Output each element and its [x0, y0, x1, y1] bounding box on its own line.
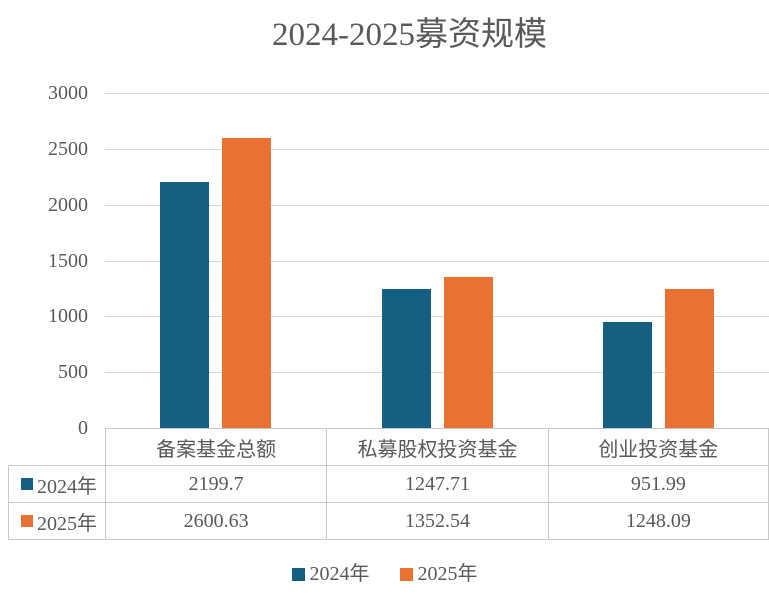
data-table: 备案基金总额 私募股权投资基金 创业投资基金 2024年 2199.7 1247.71 95…: [8, 428, 769, 540]
legend-item-1[interactable]: 2025年: [399, 560, 478, 588]
bar-series1-cat2[interactable]: [665, 289, 714, 428]
gridline: [105, 372, 769, 373]
chart-title: 2024-2025募资规模: [272, 17, 547, 53]
y-axis: 0 500 1000 1500 2000 2500 3000: [0, 0, 88, 604]
table-category-header: 私募股权投资基金: [326, 428, 548, 465]
legend-item-0[interactable]: 2024年: [291, 560, 370, 588]
series-key-icon: [21, 478, 33, 490]
table-value-cell: 951.99: [547, 465, 769, 502]
table-value-cell: 2199.7: [105, 465, 327, 502]
gridline: [105, 93, 769, 94]
table-value-cell: 1247.71: [326, 465, 548, 502]
y-tick-label: 3000: [48, 82, 88, 104]
series-key-icon: [21, 515, 33, 527]
table-series-label: 2024年: [8, 465, 105, 502]
series-name: 2025年: [37, 512, 97, 535]
table-value-cell: 1352.54: [326, 502, 548, 540]
gridline: [105, 149, 769, 150]
y-tick-label: 2000: [48, 194, 88, 216]
table-series-label: 2025年: [8, 502, 105, 540]
table-corner-cell: [8, 428, 105, 465]
y-tick-label: 1000: [48, 305, 88, 327]
bar-series0-cat2[interactable]: [603, 322, 652, 428]
gridline: [105, 316, 769, 317]
legend-key-icon: [291, 567, 305, 581]
bar-series0-cat1[interactable]: [382, 289, 431, 428]
legend: 2024年 2025年: [0, 560, 769, 588]
bar-series0-cat0[interactable]: [160, 182, 209, 428]
legend-key-icon: [399, 567, 413, 581]
table-value-cell: 2600.63: [105, 502, 327, 540]
y-tick-label: 0: [78, 417, 88, 439]
table-category-header: 备案基金总额: [105, 428, 327, 465]
gridline: [105, 205, 769, 206]
y-tick-label: 2500: [48, 138, 88, 160]
legend-label: 2024年: [309, 563, 370, 585]
legend-label: 2025年: [417, 563, 478, 585]
table-value-cell: 1248.09: [547, 502, 769, 540]
y-tick-label: 500: [58, 361, 88, 383]
plot-area: [105, 93, 769, 428]
gridline: [105, 261, 769, 262]
table-category-header: 创业投资基金: [547, 428, 769, 465]
series-name: 2024年: [37, 475, 97, 498]
bar-series1-cat0[interactable]: [222, 138, 271, 428]
bar-series1-cat1[interactable]: [444, 277, 493, 428]
y-tick-label: 1500: [48, 250, 88, 272]
